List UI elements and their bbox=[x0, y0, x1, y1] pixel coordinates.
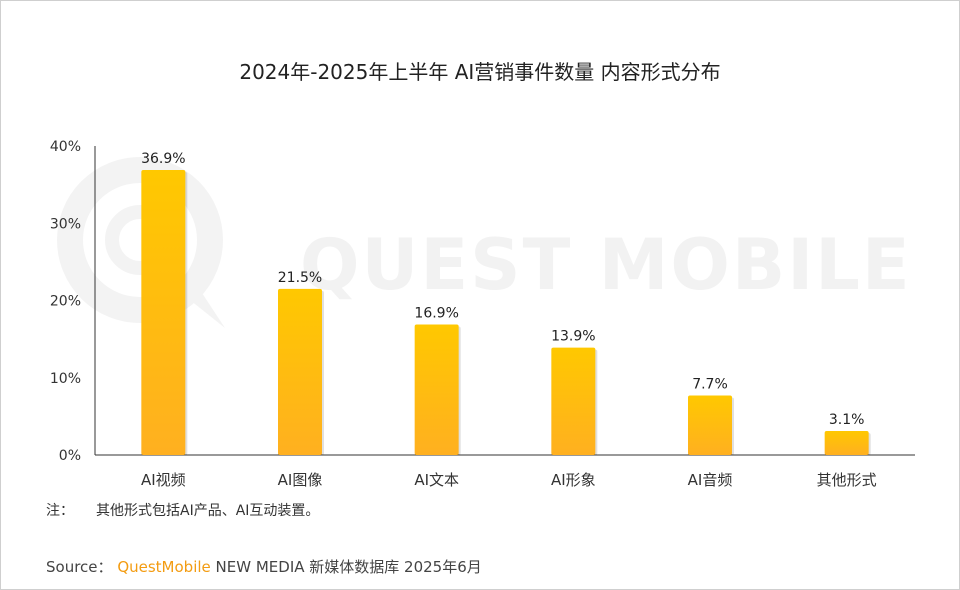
data-label: 16.9% bbox=[414, 305, 458, 321]
data-label: 7.7% bbox=[692, 377, 728, 393]
bar bbox=[141, 169, 186, 455]
source-label: Source： bbox=[46, 558, 113, 576]
x-tick-label: AI形象 bbox=[551, 471, 596, 489]
data-label: 36.9% bbox=[141, 151, 185, 167]
bar bbox=[688, 395, 732, 455]
y-tick-label: 20% bbox=[50, 294, 81, 310]
x-tick-label: AI图像 bbox=[278, 471, 323, 489]
x-tick-label: AI视频 bbox=[141, 471, 186, 489]
data-label: 21.5% bbox=[278, 270, 322, 286]
chart-title: 2024年-2025年上半年 AI营销事件数量 内容形式分布 bbox=[239, 60, 721, 84]
source-brand: QuestMobile bbox=[117, 558, 211, 576]
watermark-text: QUEST MOBILE bbox=[300, 224, 912, 306]
bar bbox=[551, 347, 596, 455]
footnote: 注： 其他形式包括AI产品、AI互动装置。 bbox=[46, 500, 319, 520]
y-tick-label: 40% bbox=[50, 139, 81, 155]
data-label: 13.9% bbox=[551, 329, 595, 345]
source-line: Source： QuestMobile NEW MEDIA 新媒体数据库 202… bbox=[46, 556, 482, 577]
bar bbox=[278, 288, 322, 455]
y-tick-label: 10% bbox=[50, 371, 81, 387]
y-tick-label: 0% bbox=[59, 448, 81, 464]
data-label: 3.1% bbox=[829, 412, 865, 428]
x-tick-label: 其他形式 bbox=[817, 471, 877, 489]
footnote-label: 注： bbox=[46, 503, 74, 519]
footnote-text: 其他形式包括AI产品、AI互动装置。 bbox=[96, 503, 320, 519]
y-tick-label: 30% bbox=[50, 216, 81, 232]
x-tick-label: AI音频 bbox=[688, 471, 733, 489]
x-tick-label: AI文本 bbox=[414, 471, 459, 489]
source-text: NEW MEDIA 新媒体数据库 2025年6月 bbox=[215, 558, 482, 576]
bar bbox=[824, 431, 869, 455]
bar bbox=[414, 324, 459, 455]
